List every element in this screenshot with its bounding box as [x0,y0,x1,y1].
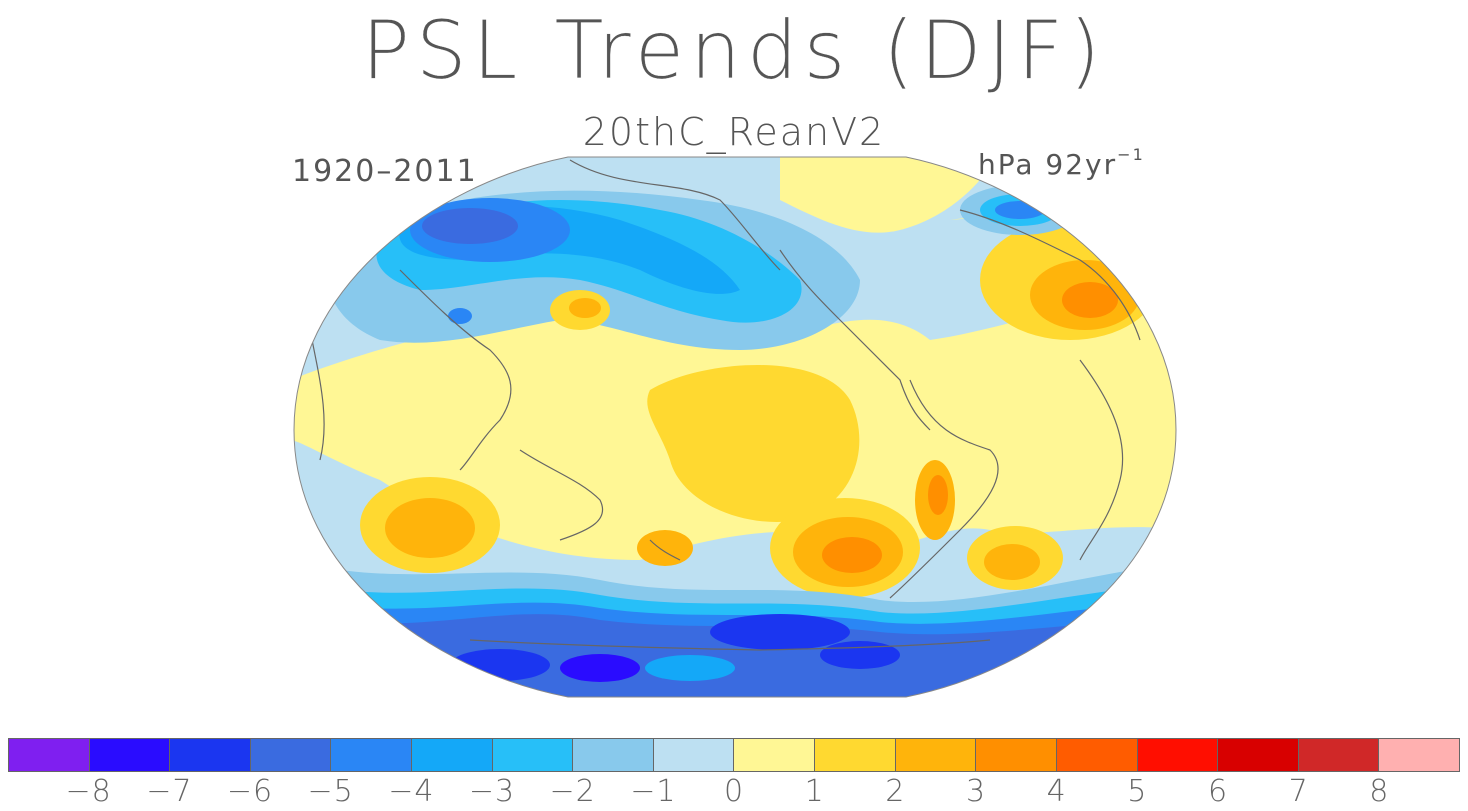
colorbar-tick-label: −7 [146,774,193,809]
dataset-subtitle: 20thC_ReanV2 [582,110,886,154]
colorbar-tick-label: −3 [468,774,516,809]
field-io-2 [385,498,475,558]
colorbar-swatch [1379,739,1459,771]
field-ant-3 [450,649,550,681]
colorbar-tick-label: 6 [1207,774,1229,809]
colorbar-swatch [1298,739,1380,771]
coastlines [309,159,1141,651]
colorbar-swatch [976,739,1057,771]
map-title: PSL Trends (DJF) [361,4,1107,97]
units-label: hPa 92yr−1 [978,144,1145,181]
colorbar-swatch [412,739,493,771]
field-ant-2 [820,641,900,669]
colorbar-swatch [170,739,251,771]
units-exponent: −1 [1117,144,1145,164]
field-ant-5 [645,655,735,681]
field-asia-dot [448,308,472,324]
field-nz [637,530,693,566]
units-base: hPa 92yr [978,148,1118,181]
colorbar-swatch [815,739,896,771]
colorbar-tick-label: 0 [723,774,745,809]
field-cpac [647,365,860,522]
colorbar-swatch [573,739,654,771]
colorbar-swatch [1137,739,1219,771]
colorbar-swatch [895,739,977,771]
colorbar-swatch [9,739,90,771]
colorbar-tick-label: 2 [885,774,906,809]
colorbar-swatch [734,739,816,771]
colorbar-swatch [331,739,413,771]
colorbar-swatch [89,739,171,771]
colorbar [8,738,1460,772]
colorbar-swatch [1218,739,1299,771]
field-yellow-nh [780,157,1000,233]
field-sa-2 [928,475,948,515]
colorbar-tick-label: 1 [804,774,825,809]
colorbar-tick-label: −8 [65,774,112,809]
field-siberia-core [422,208,518,244]
field-sp-3 [822,537,882,573]
colorbar-swatch [1056,739,1138,771]
field-ant-1 [710,614,850,650]
colorbar-tick-label: 3 [965,774,987,809]
colorbar-tick-label: −1 [630,774,677,809]
field-europe-3 [1062,282,1118,318]
colorbar-tick-label: −2 [549,774,596,809]
colorbar-tick-label: −4 [388,774,435,809]
period-label: 1920–2011 [292,154,478,189]
map-field [294,157,1176,697]
colorbar-tick-label: 7 [1288,774,1309,809]
colorbar-swatch [653,739,735,771]
field-ant-4 [560,654,640,682]
colorbar-tick-label: 4 [1046,774,1067,809]
colorbar-tick-label: −5 [307,774,354,809]
field-japan-2 [569,298,601,318]
colorbar-tick-label: −6 [226,774,274,809]
field-satl-2 [984,544,1040,580]
colorbar-swatch [250,739,332,771]
colorbar-tick-label: 5 [1127,774,1148,809]
globe-outline [293,156,1177,698]
colorbar-tick-label: 8 [1369,774,1390,809]
colorbar-swatch [492,739,574,771]
